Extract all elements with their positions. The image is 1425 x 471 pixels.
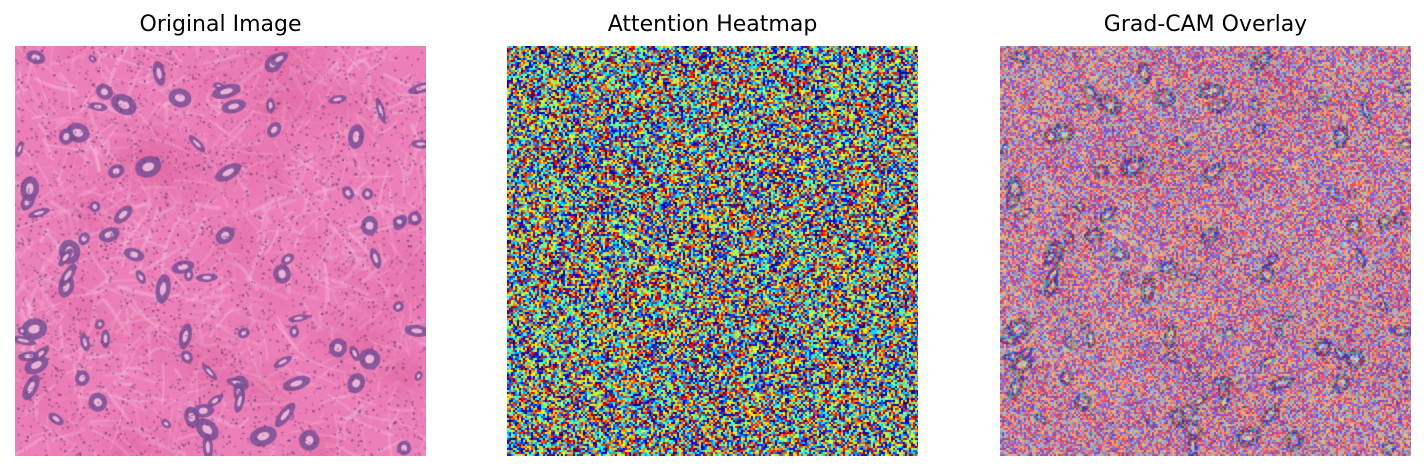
- attention-heatmap-image: [507, 46, 918, 456]
- grad-cam-overlay-image: [1000, 46, 1411, 456]
- attention-heatmap-title: Attention Heatmap: [607, 12, 818, 37]
- original-image-title: Original Image: [139, 12, 302, 37]
- grad-cam-overlay-title: Grad-CAM Overlay: [1103, 12, 1308, 37]
- original-image: [15, 46, 426, 456]
